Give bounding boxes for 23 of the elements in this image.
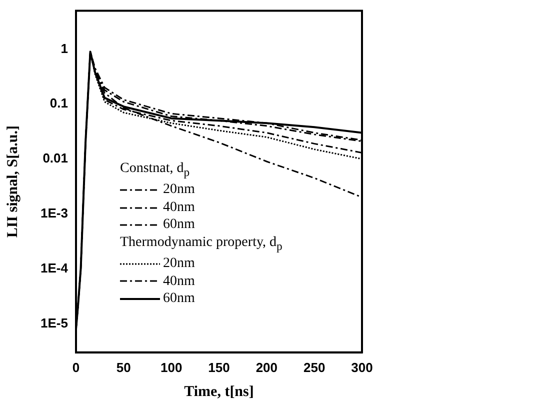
y-tick-label: 1	[60, 40, 68, 56]
y-axis-title: LII signal, S[a.u.]	[4, 126, 21, 238]
y-tick-label: 0.01	[42, 150, 68, 166]
x-tick-label: 200	[256, 360, 278, 375]
legend-label: 60nm	[163, 216, 195, 234]
legend-label: 40nm	[163, 272, 195, 290]
x-axis-title: Time, t[ns]	[184, 384, 254, 400]
legend-title: Constnat, d$_{p}$	[120, 160, 191, 181]
annotation: Thermodynamic property, d$_{p}$	[120, 234, 282, 255]
legend-label: 40nm	[163, 198, 195, 216]
y-tick-label: 1E-3	[40, 205, 68, 220]
legend-label: 20nm	[163, 255, 195, 273]
x-tick-label: 300	[351, 360, 373, 375]
legend-label: 60nm	[163, 290, 195, 308]
x-tick-label: 250	[303, 360, 326, 375]
x-tick-label: 50	[116, 360, 131, 375]
y-tick-label: 1E-5	[40, 315, 68, 330]
x-tick-label: 150	[208, 360, 230, 375]
y-tick-label: 0.1	[50, 96, 68, 111]
x-tick-label: 0	[72, 360, 80, 375]
x-tick-label: 100	[160, 360, 182, 375]
legend-label: 20nm	[163, 181, 195, 199]
y-tick-label: 1E-4	[40, 260, 69, 276]
